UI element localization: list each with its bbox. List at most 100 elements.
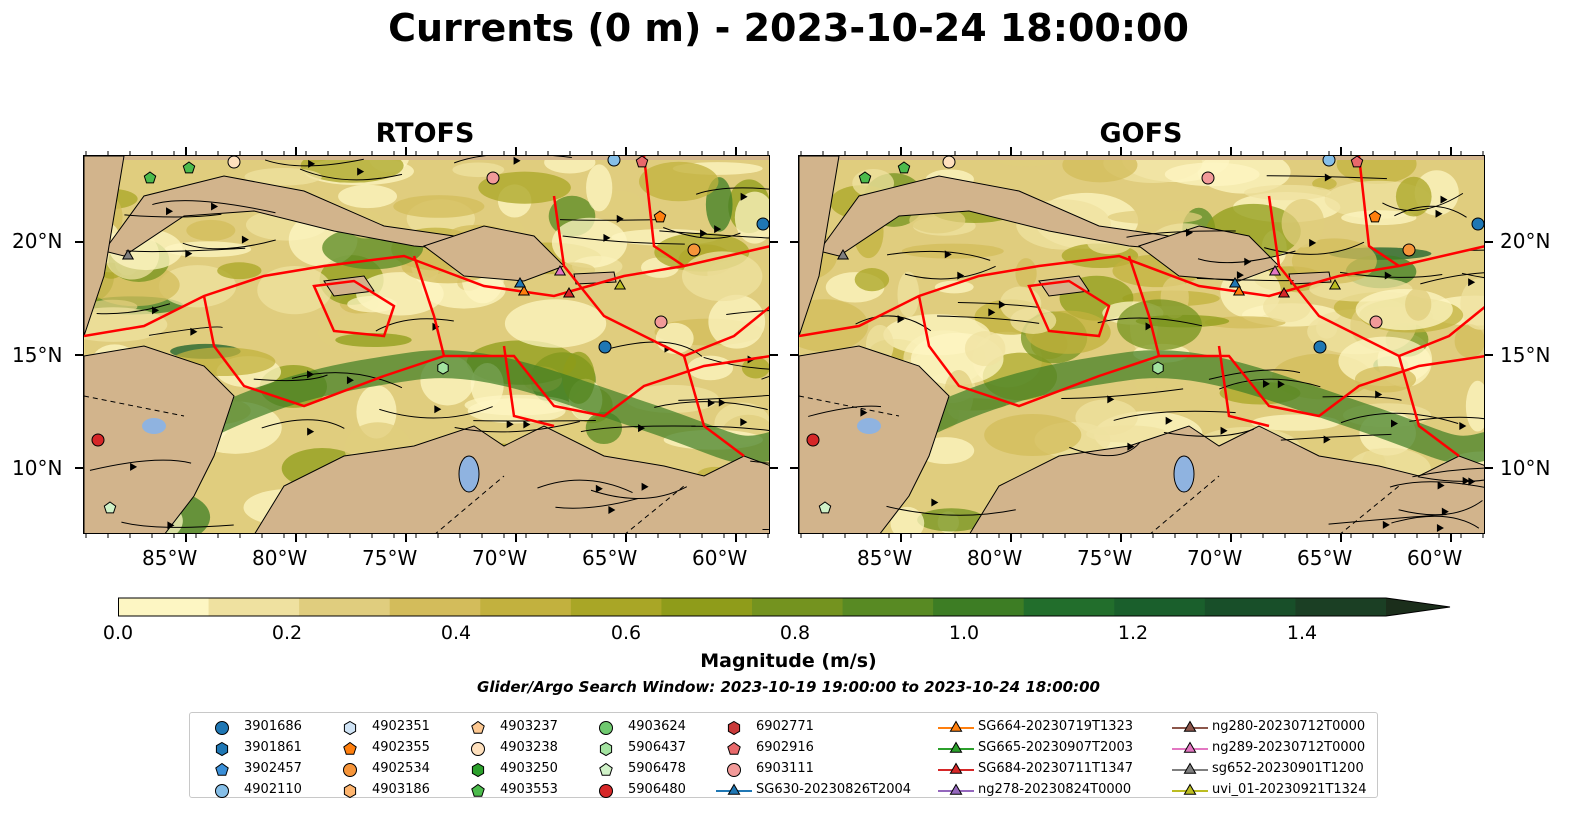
float-marker: [1201, 171, 1215, 185]
legend-label: 4902534: [372, 761, 430, 776]
current-magnitude-blob: [1281, 198, 1325, 248]
legend-marker: [938, 783, 974, 795]
legend-marker: [599, 721, 613, 735]
streamline-arrow: [944, 250, 952, 259]
current-magnitude-blob: [257, 265, 332, 315]
streamline-arrow: [185, 249, 193, 258]
colorbar-tick: 0.4: [440, 622, 472, 644]
streamline: [537, 479, 633, 493]
legend-marker: [938, 741, 974, 753]
float-marker: [653, 210, 667, 223]
float-marker: [1313, 340, 1327, 354]
xtick-left-70w: 70°W: [472, 546, 528, 570]
streamline-arrow: [860, 408, 868, 417]
streamline: [750, 460, 769, 464]
legend-marker: [215, 741, 229, 757]
float-marker: [1471, 217, 1484, 231]
streamline-arrow: [1436, 523, 1444, 532]
legend-marker: [343, 783, 357, 799]
current-magnitude-blob: [186, 219, 236, 241]
legend-label: 4902110: [244, 782, 302, 797]
caribbean-current-jet: [190, 350, 769, 464]
float-marker: [227, 156, 241, 169]
legend: 3901686 3901861 3902457 4902110 4902351 49023…: [189, 712, 1378, 799]
legend-marker: [599, 762, 613, 776]
streamline: [1061, 388, 1184, 400]
legend-marker: [471, 742, 485, 756]
streamline-arrow: [1324, 173, 1332, 182]
streamline: [1382, 192, 1464, 212]
ytick-right-10n: 10°N: [1500, 456, 1551, 480]
legend-marker-shape: [949, 762, 963, 774]
legend-label: ng278-20230824T0000: [978, 782, 1132, 797]
streamline: [1126, 230, 1236, 238]
legend-label: 6903111: [756, 761, 814, 776]
legend-marker-shape: [949, 720, 963, 732]
ytick-left-10n: 10°N: [12, 456, 63, 480]
streamline-arrow: [1384, 271, 1392, 280]
gofs-map-canvas: [799, 156, 1484, 533]
current-magnitude-blob: [335, 333, 412, 348]
eez-boundary: [552, 195, 769, 358]
colorbar-segment: [1295, 598, 1387, 616]
rtofs-map[interactable]: [83, 155, 770, 534]
streamline-arrow: [1441, 507, 1449, 516]
float-marker: [635, 156, 649, 168]
xtick-left-85w: 85°W: [142, 546, 198, 570]
float-marker: [121, 249, 135, 260]
streamline: [886, 250, 991, 261]
current-magnitude-blob: [1465, 380, 1484, 432]
current-magnitude-blob: [964, 330, 1006, 367]
streamline-arrow: [1323, 435, 1331, 444]
streamline: [1266, 175, 1387, 180]
legend-marker: [471, 762, 485, 778]
float-marker: [858, 171, 872, 184]
legend-marker: [727, 763, 741, 777]
legend-label: 5906478: [628, 761, 686, 776]
legend-label: sg652-20230901T1200: [1212, 761, 1364, 776]
yucatan-landmass: [799, 156, 840, 337]
legend-label: 4903250: [500, 761, 558, 776]
legend-marker: [215, 762, 229, 776]
float-marker: [486, 171, 500, 185]
float-marker: [91, 433, 105, 447]
streamline: [1219, 378, 1321, 390]
current-magnitude-blob: [799, 299, 869, 352]
xtick-left-80w: 80°W: [252, 546, 308, 570]
jamaica-landmass: [1038, 275, 1090, 297]
eez-boundary: [202, 295, 769, 418]
legend-marker-shape: [1183, 762, 1197, 774]
streamline: [580, 425, 696, 433]
float-marker: [836, 249, 850, 260]
eez-boundary: [412, 255, 446, 357]
xtick-right-70w: 70°W: [1187, 546, 1243, 570]
streamline-arrow: [166, 207, 174, 216]
jamaica-landmass: [323, 275, 375, 297]
rtofs-map-canvas: [84, 156, 769, 533]
streamline: [1197, 250, 1296, 264]
current-magnitude-blob: [504, 299, 607, 348]
streamline: [1280, 433, 1392, 441]
streamline-arrow: [595, 484, 603, 493]
streamline: [148, 326, 223, 336]
float-marker: [613, 279, 627, 290]
streamline-arrow: [641, 482, 649, 491]
float-marker: [654, 315, 668, 329]
legend-marker-shape: [343, 783, 357, 799]
legend-marker: [1172, 783, 1208, 795]
streamline: [96, 303, 171, 315]
current-magnitude-blob: [934, 280, 974, 294]
gofs-map[interactable]: [798, 155, 1485, 534]
lake-nicaragua: [857, 418, 881, 434]
ytick-left-15n: 15°N: [12, 343, 63, 367]
eez-boundary: [1027, 279, 1111, 338]
legend-label: ng280-20230712T0000: [1212, 719, 1366, 734]
legend-marker-shape: [471, 783, 485, 797]
float-marker: [1402, 243, 1416, 257]
current-magnitude-blob: [1107, 210, 1203, 225]
legend-marker-shape: [215, 762, 229, 776]
streamline-arrow: [1382, 520, 1390, 529]
current-magnitude-blob: [1454, 323, 1484, 358]
current-magnitude-blob: [551, 217, 628, 268]
legend-marker-shape: [599, 762, 613, 776]
